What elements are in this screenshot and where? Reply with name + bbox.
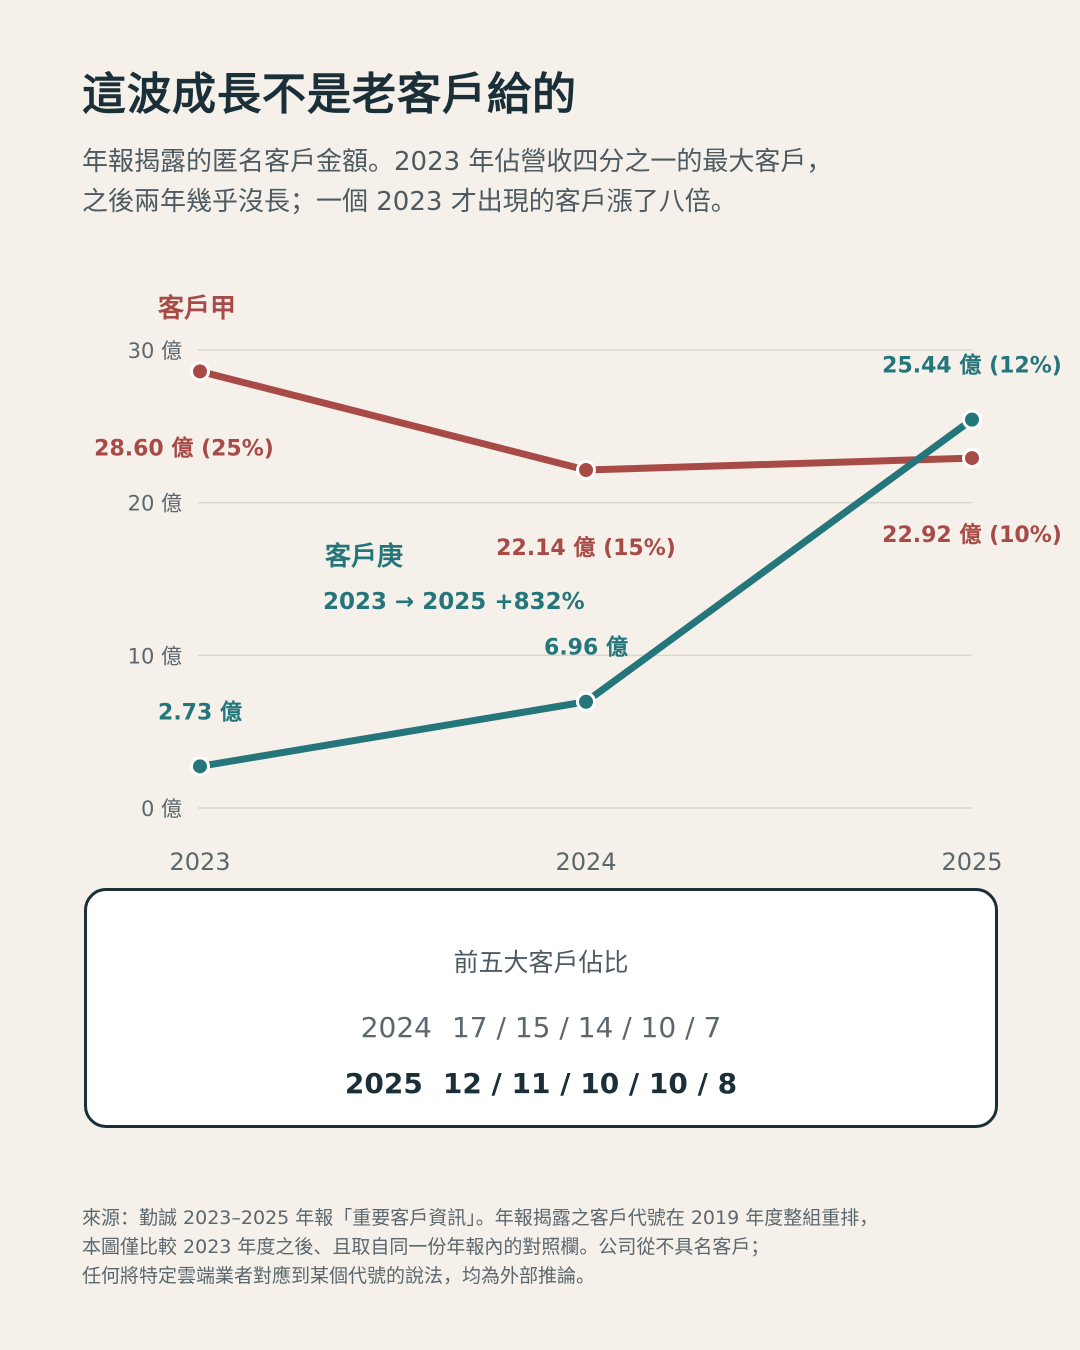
x-tick-label: 2025 [941, 848, 1002, 876]
source-line: 任何將特定雲端業者對應到某個代號的說法，均為外部推論。 [82, 1265, 596, 1287]
panel-row-2024: 2024 17 / 15 / 14 / 10 / 7 [87, 1011, 995, 1044]
client-g-series-label: 客戶庚 [325, 541, 403, 572]
panel-row-year: 2025 [344, 1067, 423, 1100]
client-g-value-label: 6.96 億 [544, 635, 628, 661]
subtitle-line: 年報揭露的匿名客戶金額。2023 年佔營收四分之一的最大客戶， [82, 147, 833, 177]
client-g-point [962, 409, 982, 430]
client-g-point [190, 756, 210, 777]
client-a-value-label: 22.92 億 (10%) [882, 522, 1062, 548]
y-tick-label: 10 億 [128, 644, 182, 668]
source-note: 來源：勤誠 2023–2025 年報「重要客戶資訊」。年報揭露之客戶代號在 20… [82, 1204, 1022, 1291]
x-tick-label: 2023 [169, 848, 230, 876]
client-g-point [576, 691, 596, 712]
y-tick-label: 0 億 [141, 797, 182, 821]
client-a-series-label: 客戶甲 [158, 293, 236, 324]
panel-title: 前五大客戶佔比 [453, 948, 629, 977]
panel-row-2025: 2025 12 / 11 / 10 / 10 / 8 [87, 1067, 995, 1100]
x-tick-label: 2024 [555, 848, 616, 876]
client-a-point [962, 448, 982, 469]
page-title: 這波成長不是老客戶給的 [82, 69, 577, 120]
top-five-panel: 前五大客戶佔比 2024 17 / 15 / 14 / 10 / 7 2025 12… [84, 888, 998, 1128]
client-a-value-label: 28.60 億 (25%) [94, 435, 274, 461]
client-a-point [576, 459, 596, 480]
subtitle-line: 之後兩年幾乎沒長；一個 2023 才出現的客戶漲了八倍。 [82, 187, 737, 217]
source-line: 來源：勤誠 2023–2025 年報「重要客戶資訊」。年報揭露之客戶代號在 20… [82, 1207, 879, 1229]
y-tick-label: 20 億 [128, 492, 182, 516]
growth-annotation: 2023 → 2025 +832% [323, 589, 585, 615]
client-a-value-label: 22.14 億 (15%) [496, 535, 676, 561]
subtitle: 年報揭露的匿名客戶金額。2023 年佔營收四分之一的最大客戶， 之後兩年幾乎沒長… [82, 142, 1012, 222]
panel-row-year: 2024 [360, 1011, 432, 1044]
panel-row-values: 12 / 11 / 10 / 10 / 8 [442, 1067, 738, 1100]
client-g-value-label: 25.44 億 (12%) [882, 353, 1062, 379]
client-g-value-label: 2.73 億 [158, 699, 242, 725]
client-a-point [190, 361, 210, 382]
line-chart: 0 億 10 億 20 億 30 億 2023 2024 2025 28.60 億 (25%)… [94, 293, 1062, 876]
client-a-line [196, 367, 976, 474]
source-line: 本圖僅比較 2023 年度之後、且取自同一份年報內的對照欄。公司從不具名客戶； [82, 1236, 770, 1258]
y-tick-label: 30 億 [128, 339, 182, 363]
panel-row-values: 17 / 15 / 14 / 10 / 7 [451, 1011, 722, 1044]
